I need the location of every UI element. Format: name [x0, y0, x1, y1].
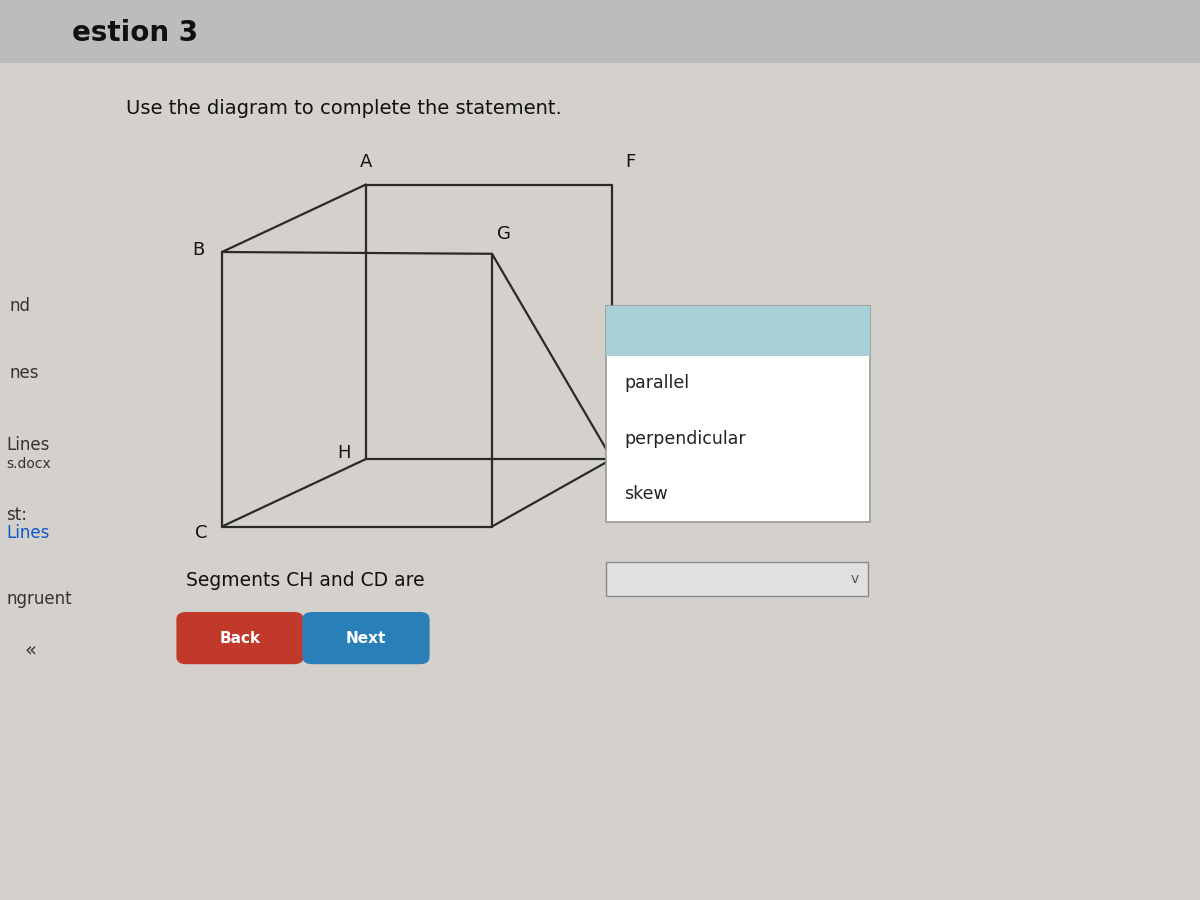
Text: ngruent: ngruent — [6, 590, 72, 608]
Text: nd: nd — [10, 297, 31, 315]
FancyBboxPatch shape — [176, 612, 304, 664]
Text: B: B — [192, 241, 204, 259]
Text: v: v — [851, 572, 858, 586]
FancyBboxPatch shape — [302, 612, 430, 664]
Text: Segments CH and CD are: Segments CH and CD are — [186, 571, 425, 590]
Text: Back: Back — [220, 631, 260, 645]
Text: D: D — [619, 453, 634, 471]
Text: Lines: Lines — [6, 436, 49, 454]
Text: st:: st: — [6, 506, 28, 524]
Text: A: A — [360, 153, 372, 171]
FancyBboxPatch shape — [606, 562, 868, 596]
FancyBboxPatch shape — [0, 0, 1200, 63]
Text: Use the diagram to complete the statement.: Use the diagram to complete the statemen… — [126, 98, 562, 118]
Text: nes: nes — [10, 364, 40, 382]
Text: s.docx: s.docx — [6, 456, 50, 471]
Text: parallel: parallel — [624, 374, 689, 392]
Text: G: G — [497, 225, 511, 243]
Text: skew: skew — [624, 485, 667, 503]
Text: C: C — [196, 524, 208, 542]
Text: Lines: Lines — [6, 524, 49, 542]
Text: estion 3: estion 3 — [72, 19, 198, 48]
Text: H: H — [337, 444, 352, 462]
Text: perpendicular: perpendicular — [624, 430, 745, 448]
Text: F: F — [625, 153, 635, 171]
FancyBboxPatch shape — [606, 306, 870, 356]
Text: «: « — [24, 640, 36, 660]
Text: Next: Next — [346, 631, 386, 645]
FancyBboxPatch shape — [606, 306, 870, 522]
